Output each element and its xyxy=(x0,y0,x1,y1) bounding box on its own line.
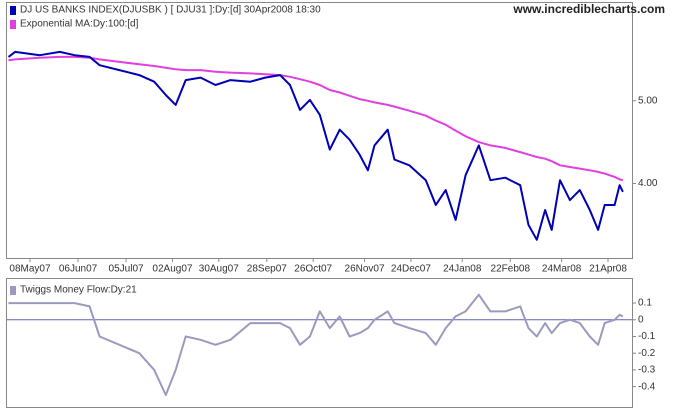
x-tick-label: 21Apr08 xyxy=(589,264,627,275)
x-tick-label: 30Aug07 xyxy=(199,264,239,275)
x-tick-label: 26Nov07 xyxy=(345,264,385,275)
watermark: www.incrediblecharts.com xyxy=(512,2,665,16)
series-line xyxy=(7,50,624,241)
legend-label: Exponential MA:Dy:100:[d] xyxy=(20,19,139,30)
x-tick-label: 22Feb08 xyxy=(491,264,531,275)
y-tick-label: 0.1 xyxy=(638,298,652,309)
y-tick-label: -0.2 xyxy=(638,348,656,359)
y-tick-label: 4.00 xyxy=(638,178,658,189)
x-tick-label: 08May07 xyxy=(9,264,51,275)
y-tick-label: -0.3 xyxy=(638,365,656,376)
legend-label: DJ US BANKS INDEX(DJUSBK ) [ DJU31 ]:Dy:… xyxy=(20,5,321,16)
x-tick-label: 02Aug07 xyxy=(152,264,192,275)
legend-swatch xyxy=(10,286,16,295)
y-tick-label: -0.4 xyxy=(638,381,656,392)
x-tick-label: 24Mar08 xyxy=(542,264,582,275)
legend-swatch xyxy=(10,20,16,29)
x-tick-label: 05Jul07 xyxy=(109,264,144,275)
y-tick-label: 5.00 xyxy=(638,95,658,106)
x-tick-label: 28Sep07 xyxy=(247,264,287,275)
x-tick-label: 06Jun07 xyxy=(59,264,98,275)
series-line xyxy=(8,293,624,396)
series-line xyxy=(8,55,624,182)
bottom-panel-frame xyxy=(6,278,633,408)
x-tick-label: 26Oct07 xyxy=(294,264,332,275)
x-tick-label: 24Dec07 xyxy=(391,264,431,275)
top-panel-frame xyxy=(6,2,633,259)
legend-label: Twiggs Money Flow:Dy:21 xyxy=(20,285,137,296)
y-tick-label: -0.1 xyxy=(638,331,656,342)
y-tick-label: 0 xyxy=(638,314,644,325)
x-tick-label: 24Jan08 xyxy=(443,264,482,275)
legend-swatch xyxy=(10,6,16,15)
